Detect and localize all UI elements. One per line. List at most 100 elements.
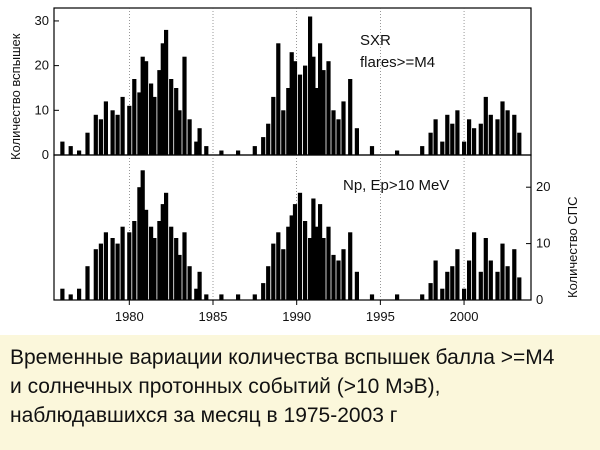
data-bar — [252, 294, 257, 300]
data-bar — [303, 221, 308, 300]
data-bar — [292, 61, 298, 156]
data-bar — [164, 192, 169, 300]
data-bar — [120, 226, 125, 300]
y-tick-label: 10 — [536, 236, 550, 251]
data-bar — [149, 83, 154, 155]
data-bar — [455, 110, 460, 155]
x-tick-label: 2000 — [450, 309, 479, 324]
data-bar — [219, 294, 224, 300]
data-bar — [321, 238, 326, 300]
data-bar — [281, 110, 286, 155]
data-bar — [433, 119, 438, 156]
top-y-ticks: 0 10 20 30 — [35, 13, 59, 162]
data-bar — [467, 119, 472, 156]
data-bar — [157, 221, 162, 300]
data-bar — [115, 243, 120, 300]
data-bar — [182, 232, 187, 300]
data-bar — [440, 141, 445, 155]
data-bar — [420, 294, 425, 300]
data-bar — [488, 260, 493, 300]
data-bar — [369, 294, 375, 300]
data-bar — [292, 204, 298, 300]
data-bar — [450, 266, 455, 300]
data-bar — [488, 114, 493, 155]
data-bar — [462, 288, 467, 300]
data-bar — [276, 43, 281, 155]
data-bar — [115, 114, 120, 155]
data-bar — [187, 119, 192, 156]
data-bar — [77, 288, 82, 300]
data-bar — [326, 61, 331, 156]
data-bar — [127, 232, 132, 300]
data-bar — [174, 88, 179, 155]
data-bar — [137, 187, 142, 300]
data-bar — [297, 74, 303, 155]
data-bar — [236, 150, 241, 155]
bottom-panel: 0 10 20 1980 1985 1990 1995 2000 Np, Ep>10 MeV… — [53, 154, 580, 324]
x-tick-label: 1995 — [366, 309, 395, 324]
data-bar — [197, 271, 202, 300]
data-bar — [440, 288, 445, 300]
data-bar — [495, 271, 500, 300]
data-bar — [140, 170, 145, 300]
bottom-bars — [60, 170, 522, 300]
top-grid — [129, 8, 465, 155]
data-bar — [204, 294, 209, 300]
data-bar — [137, 92, 142, 155]
data-bar — [219, 150, 224, 155]
bottom-y-ticks: 0 10 20 — [526, 179, 550, 307]
data-bar — [160, 43, 165, 155]
y-tick-label: 30 — [35, 13, 49, 28]
data-bar — [303, 65, 308, 155]
data-bar — [164, 29, 169, 155]
data-bar — [103, 101, 108, 155]
data-bar — [445, 271, 450, 300]
data-bar — [478, 123, 483, 155]
data-bar — [132, 221, 137, 300]
top-annotation-line-1: SXR — [360, 32, 391, 49]
data-bar — [297, 192, 303, 300]
data-bar — [314, 226, 319, 300]
data-bar — [236, 294, 241, 300]
data-bar — [174, 238, 179, 300]
data-bar — [261, 283, 266, 300]
data-bar — [428, 283, 433, 300]
data-bar — [354, 271, 359, 300]
y-tick-label: 0 — [42, 147, 49, 162]
data-bar — [169, 226, 174, 300]
data-bar — [152, 238, 157, 300]
data-bar — [321, 70, 326, 155]
data-bar — [354, 128, 359, 155]
data-bar — [341, 249, 346, 300]
data-bar — [103, 232, 108, 300]
data-bar — [308, 16, 313, 155]
top-bars — [60, 16, 522, 156]
data-bar — [318, 204, 323, 300]
x-tick-label: 1985 — [199, 309, 228, 324]
caption-box: Временные вариации количества вспышек ба… — [0, 335, 600, 450]
y-tick-label: 20 — [536, 179, 550, 194]
data-bar — [266, 266, 271, 300]
data-bar — [120, 96, 125, 155]
bottom-annotation: Np, Ep>10 MeV — [343, 177, 449, 194]
data-bar — [395, 150, 400, 155]
data-bar — [140, 56, 145, 156]
top-annotation-line-2: flares>=M4 — [360, 54, 435, 71]
data-bar — [311, 56, 316, 156]
data-bar — [68, 294, 73, 300]
data-bar — [483, 238, 488, 300]
data-bar — [281, 249, 286, 300]
data-bar — [348, 232, 353, 300]
data-bar — [68, 146, 73, 155]
data-bar — [336, 119, 341, 156]
x-tick-label: 1980 — [115, 309, 144, 324]
data-bar — [455, 249, 460, 300]
y-tick-label: 10 — [35, 102, 49, 117]
data-bar — [467, 260, 472, 300]
top-panel: 0 10 20 30 SXR flares>=M4 Количество вспыше… — [8, 7, 532, 162]
data-bar — [194, 288, 199, 300]
data-bar — [326, 226, 331, 300]
data-bar — [252, 146, 257, 155]
data-bar — [369, 146, 375, 155]
data-bar — [512, 114, 517, 155]
